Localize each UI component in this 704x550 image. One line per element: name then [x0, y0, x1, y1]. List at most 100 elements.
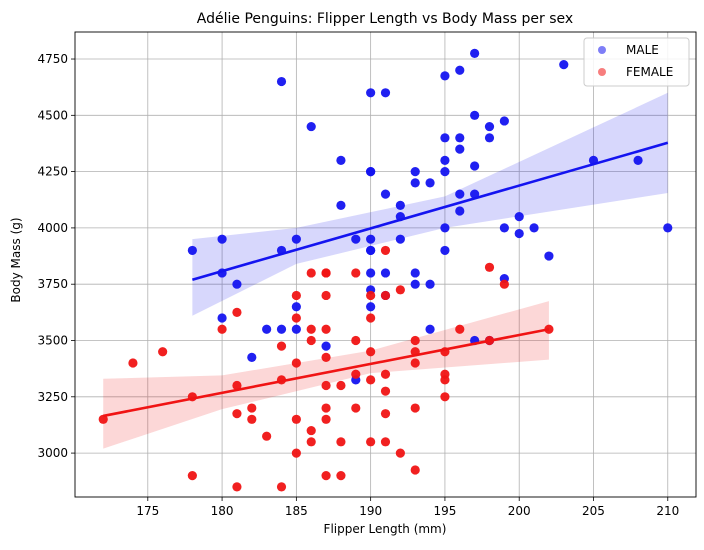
data-point-female	[306, 437, 316, 447]
data-point-female	[321, 268, 331, 278]
data-point-male	[380, 189, 391, 199]
data-point-male	[663, 223, 673, 233]
data-point-male	[232, 279, 242, 289]
data-point-male	[544, 251, 554, 261]
data-point-male	[514, 212, 524, 222]
x-tick-label: 190	[359, 504, 382, 518]
data-point-female	[410, 465, 420, 475]
data-point-male	[440, 167, 450, 177]
data-point-male	[470, 110, 480, 120]
x-tick-label: 180	[211, 504, 234, 518]
axes: 175 180 185 190 195 200 205 210 3000 3250 3500 3750…	[37, 31, 697, 518]
data-point-male	[440, 71, 450, 81]
data-point-female	[232, 380, 242, 391]
data-point-female	[321, 290, 331, 301]
data-point-male	[366, 88, 376, 98]
y-tick-label: 4750	[37, 52, 68, 66]
data-point-female	[98, 414, 108, 424]
data-point-female	[128, 358, 138, 368]
data-point-female	[232, 409, 242, 419]
plot-frame	[74, 31, 697, 498]
data-point-female	[336, 437, 346, 447]
data-point-male	[440, 133, 450, 143]
data-point-female	[380, 369, 391, 379]
data-point-female	[217, 324, 227, 334]
data-point-male	[410, 178, 420, 188]
data-point-male	[366, 302, 376, 312]
data-point-female	[306, 268, 316, 278]
y-tick-label: 4500	[37, 108, 68, 122]
data-point-female	[366, 313, 376, 323]
data-point-female	[276, 341, 287, 351]
data-point-male	[410, 279, 420, 289]
data-point-female	[351, 335, 361, 346]
data-point-male	[291, 302, 301, 312]
data-point-male	[306, 121, 316, 132]
data-point-female	[321, 471, 331, 481]
x-tick-label: 175	[136, 504, 159, 518]
data-point-male	[410, 167, 420, 177]
data-point-male	[455, 133, 465, 143]
data-point-female	[410, 335, 420, 346]
data-point-male	[455, 144, 465, 154]
y-tick-label: 3750	[37, 277, 68, 291]
data-point-female	[306, 324, 316, 334]
data-point-male	[291, 324, 301, 334]
data-point-male	[291, 234, 301, 244]
data-point-female	[440, 392, 450, 402]
y-tick-label: 4250	[37, 165, 68, 179]
data-point-female	[336, 471, 346, 481]
data-point-female	[306, 425, 316, 436]
x-tick-label: 185	[285, 504, 308, 518]
y-tick-label: 3000	[37, 446, 68, 460]
data-point-female	[380, 437, 391, 447]
data-point-female	[544, 324, 554, 334]
data-point-male	[425, 279, 435, 289]
confidence-band-female	[103, 301, 549, 449]
data-point-male	[410, 268, 420, 278]
x-tick-label: 200	[508, 504, 531, 518]
data-point-female	[291, 358, 301, 368]
data-point-male	[366, 245, 376, 256]
x-tick-label: 210	[656, 504, 679, 518]
data-point-female	[291, 290, 301, 301]
grid-lines	[75, 32, 696, 497]
data-point-male	[455, 189, 465, 199]
data-point-female	[351, 369, 361, 379]
data-point-male	[380, 268, 391, 278]
data-point-male	[395, 200, 405, 210]
legend-marker-male	[598, 46, 606, 54]
data-point-male	[455, 206, 465, 216]
data-point-male	[351, 234, 361, 244]
data-point-female	[232, 307, 242, 317]
data-point-male	[455, 65, 465, 75]
data-point-female	[410, 358, 420, 368]
data-point-female	[395, 448, 405, 458]
data-point-male	[425, 324, 435, 334]
y-tick-label: 4000	[37, 221, 68, 235]
legend-box	[583, 37, 690, 87]
data-point-male	[366, 234, 376, 244]
data-point-male	[425, 178, 435, 188]
x-tick-label: 205	[582, 504, 605, 518]
data-point-male	[633, 155, 643, 165]
data-point-female	[262, 431, 272, 441]
data-point-female	[499, 279, 509, 289]
data-point-female	[291, 448, 301, 458]
legend-label-male: MALE	[626, 43, 659, 57]
data-point-female	[336, 380, 346, 391]
data-point-female	[410, 403, 420, 413]
data-point-male	[440, 245, 450, 256]
data-point-female	[351, 403, 361, 413]
x-tick-label: 195	[433, 504, 456, 518]
confidence-band-male	[192, 92, 668, 316]
data-point-male	[514, 228, 524, 239]
data-point-male	[380, 88, 391, 98]
chart-title: Adélie Penguins: Flipper Length vs Body …	[197, 11, 573, 27]
trend-line-female	[102, 327, 550, 418]
data-point-male	[395, 234, 405, 244]
data-point-female	[440, 375, 450, 385]
data-points	[98, 48, 673, 492]
data-point-female	[321, 380, 331, 391]
